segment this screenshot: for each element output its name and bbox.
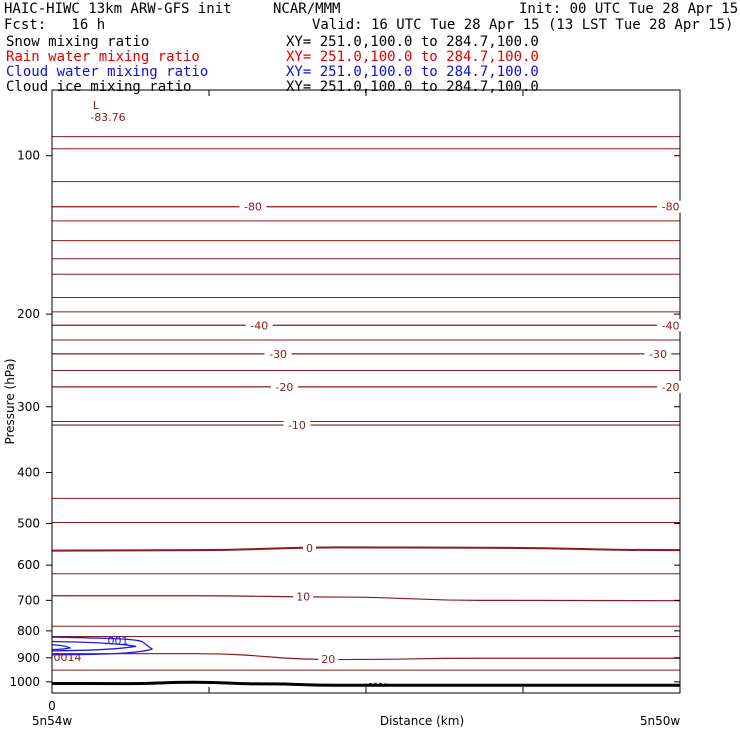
isotherm-label: 20 <box>321 653 335 666</box>
isotherm-label-bg <box>264 347 292 360</box>
y-tick-label: 200 <box>17 307 40 321</box>
isotherm-label-bg <box>283 419 311 432</box>
y-tick-label: 700 <box>17 593 40 607</box>
low-marker-value: -83.76 <box>90 111 125 124</box>
isotherm-label: -80 <box>244 201 262 214</box>
isotherm-label: -30 <box>269 348 287 361</box>
field-xy-cloud-ice: XY= 251.0,100.0 to 284.7,100.0 <box>286 79 539 95</box>
cloud-water-contour-inner <box>51 640 137 652</box>
isotherm-label-bg <box>318 653 339 666</box>
isotherm-label: -20 <box>275 381 293 394</box>
isotherm-label-bg <box>657 319 685 332</box>
isotherm-10 <box>51 595 681 602</box>
low-marker: L <box>93 99 100 112</box>
y-tick-label: 1000 <box>9 675 40 689</box>
valid-time: Valid: 16 UTC Tue 28 Apr 15 (13 LST Tue … <box>312 17 734 33</box>
field-name-rain: Rain water mixing ratio <box>6 49 200 65</box>
y-tick-label: 100 <box>17 149 40 163</box>
isotherm-label-bg <box>293 590 314 603</box>
y-tick-label: 900 <box>17 651 40 665</box>
field-name-snow: Snow mixing ratio <box>6 34 150 50</box>
plot-border <box>51 89 681 694</box>
y-axis-label: Pressure (hPa) <box>3 358 17 444</box>
cloud-water-label: .001 <box>104 634 129 647</box>
isotherm-20 <box>52 653 680 661</box>
isotherm-label: -40 <box>662 319 680 332</box>
y-tick-label: 800 <box>17 624 40 638</box>
isotherm-label-bg <box>657 380 685 393</box>
field-xy-snow: XY= 251.0,100.0 to 284.7,100.0 <box>286 34 539 50</box>
isotherm-label: -80 <box>662 201 680 214</box>
chart-title: HAIC-HIWC 13km ARW-GFS init <box>4 1 232 17</box>
isotherm-label-bg <box>245 319 273 332</box>
isotherm-label-bg <box>644 347 672 360</box>
isotherm-label-bg <box>302 541 316 554</box>
init-time: Init: 00 UTC Tue 28 Apr 15 <box>519 1 739 17</box>
x-end-label-right: 5n50w <box>640 714 681 728</box>
field-name-cloud-ice: Cloud ice mixing ratio <box>6 79 192 95</box>
field-xy-rain: XY= 251.0,100.0 to 284.7,100.0 <box>286 49 539 65</box>
organization: NCAR/MMM <box>273 1 341 17</box>
field-name-cloud-water: Cloud water mixing ratio <box>6 64 209 80</box>
isotherm-label-bg <box>239 200 267 213</box>
forecast-hour: Fcst: 16 h <box>4 17 106 33</box>
field-xy-cloud-water: XY= 251.0,100.0 to 284.7,100.0 <box>286 64 539 80</box>
isotherm-label-bg <box>657 200 685 213</box>
y-tick-label: 400 <box>17 465 40 479</box>
rain-water-label: .0014 <box>50 651 82 664</box>
y-tick-label: 500 <box>17 516 40 530</box>
x-axis-label: Distance (km) <box>380 714 464 728</box>
x-end-label-left: 5n54w <box>32 714 73 728</box>
isotherm-label-bg <box>270 380 298 393</box>
isotherm-label: -40 <box>250 319 268 332</box>
isotherm-label: 10 <box>296 591 310 604</box>
isotherm-label: -10 <box>288 419 306 432</box>
y-tick-label: 300 <box>17 400 40 414</box>
plot-frame <box>46 89 681 694</box>
isotherm-label: 0 <box>306 542 313 555</box>
y-tick-label: 600 <box>17 558 40 572</box>
cloud-water-contour-core <box>51 644 72 651</box>
cloud-water-contour-outer <box>51 636 154 656</box>
isotherm-0 <box>51 546 681 552</box>
isotherm-layer <box>51 136 681 671</box>
isotherm-label: -20 <box>662 381 680 394</box>
surface-pressure-line <box>51 680 680 687</box>
label-layer: -80 -80 -40 -40 -30 -30 -20 -20 -10 0 10 20 .001 .001… <box>3 99 685 728</box>
x-tick-label: 0 <box>48 699 56 713</box>
isotherm-label: -30 <box>649 348 667 361</box>
